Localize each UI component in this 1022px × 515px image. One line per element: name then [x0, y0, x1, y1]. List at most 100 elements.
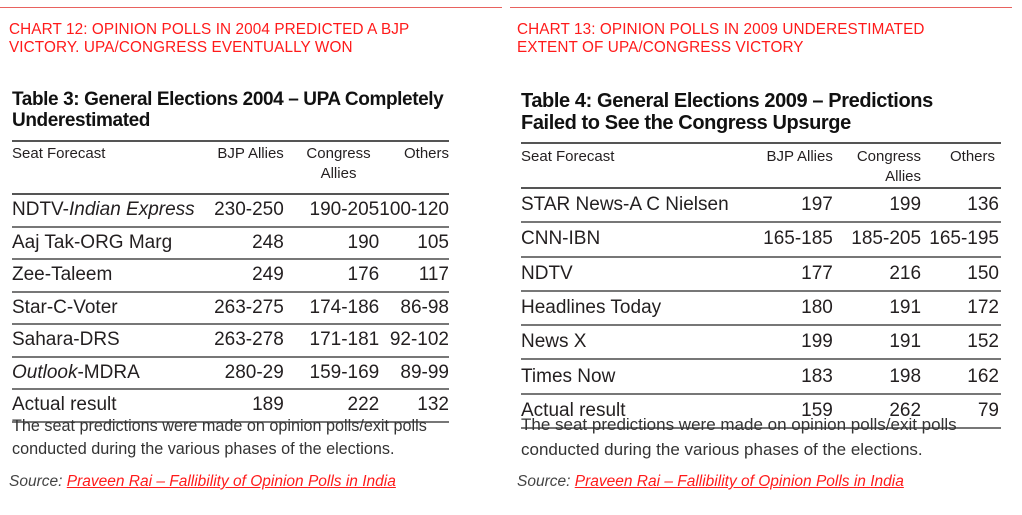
header-seat-forecast: Seat Forecast	[12, 145, 106, 162]
pollster-name-part: Star-C-Voter	[12, 296, 118, 318]
pollster-name-part: -MDRA	[77, 361, 140, 383]
congress-value: 199	[889, 194, 922, 216]
pollster-name-part: Actual result	[12, 394, 117, 416]
header-bjp-allies: BJP Allies	[217, 145, 284, 162]
congress-value: 159-169	[309, 361, 380, 383]
congress-value: 262	[889, 399, 922, 421]
bjp-value: 189	[252, 394, 284, 416]
table-4: Seat Forecast BJP Allies Congress Allies…	[521, 142, 1001, 429]
note-line: conducted during the various phases of t…	[12, 440, 395, 458]
pollster-name: Actual result	[12, 389, 195, 422]
table-row: Actual result 159 262 79	[521, 394, 1001, 429]
table-header-row: Seat Forecast BJP Allies Congress Allies…	[521, 143, 1001, 188]
table-title-line: Underestimated	[12, 110, 150, 131]
others-value: 86-98	[400, 296, 449, 318]
source-citation: Source: Praveen Rai – Fallibility of Opi…	[517, 473, 904, 491]
bjp-value: 199	[801, 331, 833, 353]
bjp-value: 165-185	[763, 228, 833, 250]
congress-value: 190	[347, 231, 380, 253]
table-row: Zee-Taleem 249 176 117	[12, 259, 449, 292]
header-congress-line: Congress	[306, 145, 371, 162]
table-3-note: The seat predictions were made on opinio…	[12, 415, 462, 461]
pollster-name: Actual result	[521, 399, 626, 421]
congress-value: 198	[889, 365, 922, 387]
chart-12-panel: CHART 12: OPINION POLLS IN 2004 PREDICTE…	[0, 0, 510, 515]
others-value: 92-102	[389, 329, 449, 351]
pollster-name: Sahara-DRS	[12, 324, 195, 357]
congress-value: 191	[889, 331, 922, 353]
congress-value: 191	[889, 297, 922, 319]
pollster-name: Aaj Tak-ORG Marg	[12, 227, 195, 260]
header-congress-allies: Congress Allies	[856, 148, 922, 185]
others-value: 105	[417, 231, 449, 253]
table-row: Aaj Tak-ORG Marg 248 190 105	[12, 227, 449, 260]
bjp-value: 249	[252, 264, 284, 286]
others-value: 100-120	[379, 199, 449, 221]
bjp-value: 177	[801, 262, 833, 284]
others-value: 150	[967, 262, 999, 284]
source-label: Source:	[9, 473, 63, 490]
pollster-name: Times Now	[521, 365, 616, 387]
table-title-line: Table 4: General Elections 2009 – Predic…	[521, 90, 933, 112]
pollster-name-part: Indian Express	[69, 199, 195, 221]
bjp-value: 230-250	[214, 199, 284, 221]
top-divider	[0, 7, 502, 8]
pollster-name: Star-C-Voter	[12, 292, 195, 325]
table-row: Headlines Today 180 191 172	[521, 291, 1001, 326]
pollster-name: CNN-IBN	[521, 228, 601, 250]
header-others: Others	[403, 145, 449, 162]
pollster-name-part: Aaj Tak-ORG Marg	[12, 231, 173, 253]
congress-value: 174-186	[309, 296, 380, 318]
bjp-value: 183	[801, 365, 833, 387]
others-value: 152	[967, 331, 999, 353]
pollster-name: Zee-Taleem	[12, 259, 195, 292]
source-citation: Source: Praveen Rai – Fallibility of Opi…	[9, 473, 396, 491]
source-label: Source:	[517, 473, 571, 490]
others-value: 172	[967, 297, 999, 319]
table-header-row: Seat Forecast BJP Allies Congress Allies…	[12, 141, 449, 194]
pollster-name: NDTV-Indian Express	[12, 194, 195, 227]
congress-value: 222	[347, 394, 380, 416]
chart-13-title: CHART 13: OPINION POLLS IN 2009 UNDEREST…	[517, 21, 925, 57]
others-value: 132	[417, 394, 449, 416]
table-3-title: Table 3: General Elections 2004 – UPA Co…	[12, 89, 472, 131]
congress-value: 176	[347, 264, 380, 286]
chart-title-line: EXTENT OF UPA/CONGRESS VICTORY	[517, 39, 804, 56]
source-link[interactable]: Praveen Rai – Fallibility of Opinion Pol…	[574, 473, 904, 490]
table-title-line: Table 3: General Elections 2004 – UPA Co…	[12, 89, 444, 110]
note-line: The seat predictions were made on opinio…	[521, 415, 957, 434]
table-row: NDTV-Indian Express 230-250 190-205 100-120	[12, 194, 449, 227]
header-congress-allies: Congress Allies	[284, 141, 379, 194]
note-line: conducted during the various phases of t…	[521, 440, 923, 459]
table-3: Seat Forecast BJP Allies Congress Allies…	[12, 140, 449, 423]
pollster-name-part: Outlook	[12, 361, 78, 383]
pollster-name: News X	[521, 331, 587, 353]
others-value: 117	[418, 264, 449, 286]
header-congress-line: Allies	[320, 165, 357, 182]
table-4-note: The seat predictions were made on opinio…	[521, 412, 1011, 462]
table-row: Times Now 183 198 162	[521, 359, 1001, 394]
congress-value: 216	[889, 262, 922, 284]
others-value: 79	[977, 399, 999, 421]
table-row: STAR News-A C Nielsen 197 199 136	[521, 188, 1001, 223]
others-value: 162	[967, 365, 999, 387]
chart-12-title: CHART 12: OPINION POLLS IN 2004 PREDICTE…	[9, 21, 409, 57]
others-value: 136	[967, 194, 999, 216]
congress-value: 171-181	[309, 329, 380, 351]
bjp-value: 197	[801, 194, 833, 216]
pollster-name: NDTV	[521, 262, 573, 284]
bjp-value: 263-275	[214, 296, 284, 318]
table-row: Outlook-MDRA 280-29 159-169 89-99	[12, 357, 449, 389]
source-link[interactable]: Praveen Rai – Fallibility of Opinion Pol…	[66, 473, 396, 490]
table-row: Sahara-DRS 263-278 171-181 92-102	[12, 324, 449, 357]
chart-title-line: VICTORY. UPA/CONGRESS EVENTUALLY WON	[9, 39, 353, 56]
header-bjp-allies: BJP Allies	[766, 148, 833, 165]
bjp-value: 248	[252, 231, 284, 253]
congress-value: 190-205	[309, 199, 380, 221]
table-row: News X 199 191 152	[521, 325, 1001, 360]
bjp-value: 180	[801, 297, 833, 319]
table-title-line: Failed to See the Congress Upsurge	[521, 112, 851, 134]
top-divider	[510, 7, 1012, 8]
header-others: Others	[949, 148, 995, 165]
bjp-value: 280-29	[224, 361, 284, 383]
